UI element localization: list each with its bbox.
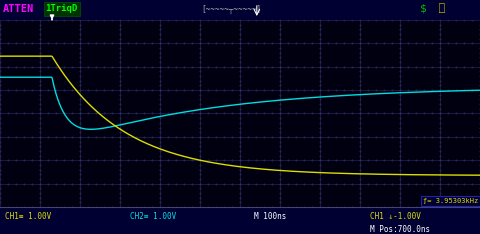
Text: [~~~~~┬~~~~~]: [~~~~~┬~~~~~] (202, 4, 262, 14)
Text: ƒ= 3.95303kHz: ƒ= 3.95303kHz (423, 198, 478, 204)
Text: $: $ (420, 4, 427, 14)
Text: M 100ns: M 100ns (254, 212, 287, 221)
Text: CH1 ↓-1.00V: CH1 ↓-1.00V (370, 212, 420, 221)
Text: 1TriqD: 1TriqD (46, 4, 78, 13)
Text: M Pos:700.0ns: M Pos:700.0ns (370, 225, 430, 234)
Text: CH2≡ 1.00V: CH2≡ 1.00V (130, 212, 176, 221)
Text: ⎕: ⎕ (439, 4, 445, 14)
Text: CH1≡ 1.00V: CH1≡ 1.00V (5, 212, 51, 221)
Text: ATTEN: ATTEN (2, 4, 34, 14)
